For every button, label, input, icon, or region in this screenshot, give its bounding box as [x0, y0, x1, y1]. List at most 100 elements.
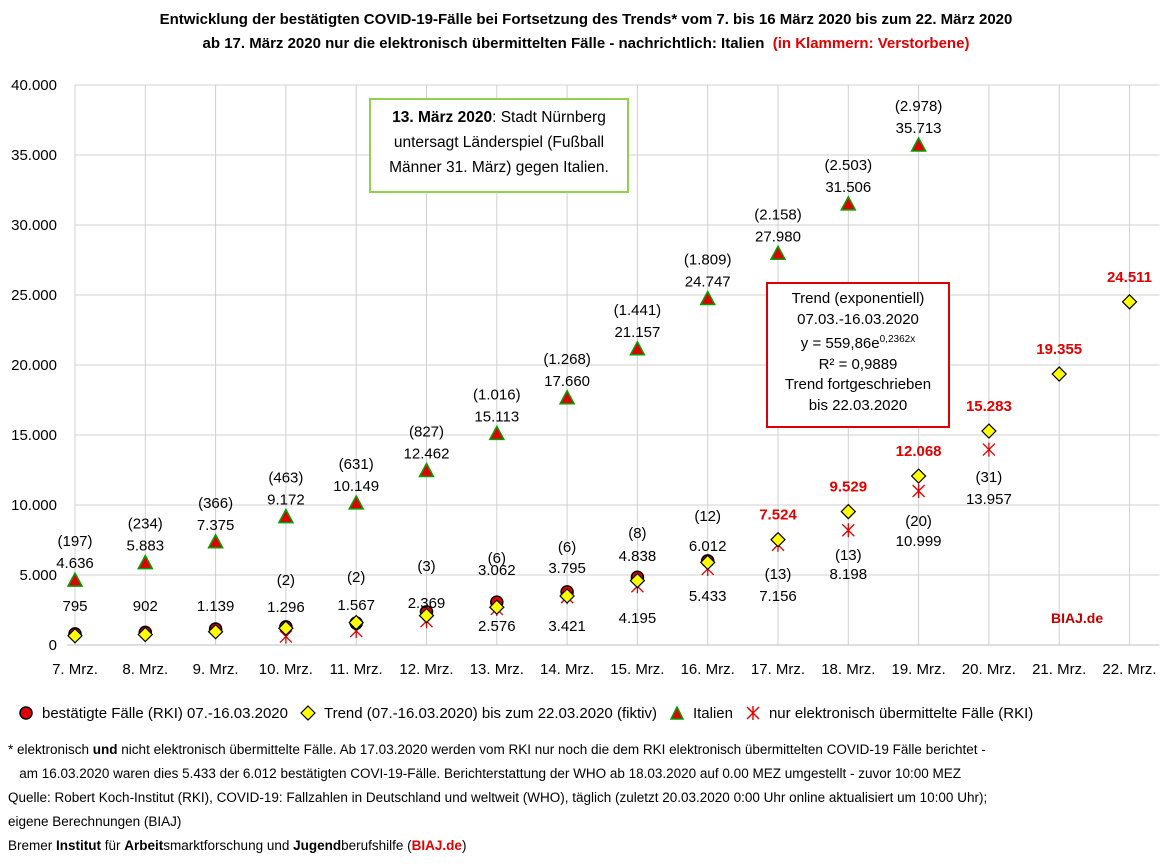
electronic-value-label: 5.433 — [689, 588, 727, 605]
trend-point — [1121, 293, 1138, 310]
confirmed-deaths-label: (12) — [694, 508, 721, 525]
x-tick-label: 17. Mrz. — [751, 661, 805, 678]
trend-point — [981, 423, 997, 439]
trend-l1: Trend (exponentiell) — [791, 290, 925, 307]
biaj-watermark: BIAJ.de — [1051, 610, 1104, 626]
note-4: eigene Berechnungen (BIAJ) — [8, 814, 182, 829]
italy-point — [137, 554, 154, 570]
y-tick-label: 25.000 — [11, 287, 57, 304]
note-5i: ) — [461, 838, 467, 853]
x-tick-label: 19. Mrz. — [892, 661, 946, 678]
x-tick-label: 13. Mrz. — [470, 661, 524, 678]
electronic-value-label: 4.195 — [619, 610, 657, 627]
annotation-nuernberg-line3: Männer 31. März) gegen Italien. — [389, 159, 609, 176]
confirmed-deaths-label: (2) — [347, 569, 365, 586]
trend-point — [840, 503, 857, 520]
title-line2-text: ab 17. März 2020 nur die elektronisch üb… — [202, 35, 765, 52]
electronic-value-label: 7.156 — [759, 588, 797, 605]
italy-value-label: 35.713 — [896, 120, 942, 137]
note-5: Bremer Institut für Arbeitsmarktforschun… — [8, 834, 1168, 858]
y-tick-label: 20.000 — [11, 357, 57, 374]
electronic-deaths-label: (31) — [976, 469, 1003, 486]
trend-point — [699, 554, 716, 571]
trend-l3: y = 559,86e0,2362x — [768, 330, 948, 355]
x-tick-label: 12. Mrz. — [399, 661, 453, 678]
italy-value-label: 21.157 — [614, 324, 660, 341]
note-2: am 16.03.2020 waren dies 5.433 der 6.012… — [8, 766, 962, 781]
trend-point — [559, 588, 575, 604]
italy-deaths-label: (234) — [128, 516, 163, 533]
chart-data-labels: 4.636 (197) 5.883 (234) 7.375 (366) 9.172 (463)… — [56, 98, 1152, 635]
annotation-nuernberg: 13. März 2020: Stadt Nürnberg untersagt … — [369, 98, 629, 193]
trend-exponent: 0,2362x — [879, 334, 916, 345]
note-1: * elektronisch und nicht elektronisch üb… — [8, 738, 1168, 762]
confirmed-value-label: 1.139 — [197, 598, 235, 615]
trend-value-label: 15.283 — [966, 398, 1012, 415]
italy-value-label: 7.375 — [197, 517, 235, 534]
legend-label-electronic: nur elektronisch übermittelte Fälle (RKI… — [768, 704, 1034, 722]
y-tick-label: 15.000 — [11, 427, 57, 444]
legend-item-trend: Trend (07.-16.03.2020) bis zum 22.03.202… — [300, 705, 657, 722]
trend-point — [137, 626, 154, 643]
confirmed-value-label: 902 — [133, 598, 158, 615]
electronic-point — [982, 442, 996, 457]
annotation-nuernberg-line2: untersagt Länderspiel (Fußball — [393, 134, 605, 151]
italy-value-label: 9.172 — [267, 492, 305, 509]
italy-point — [558, 389, 576, 405]
x-tick-label: 22. Mrz. — [1102, 661, 1156, 678]
italy-value-label: 10.149 — [333, 478, 379, 495]
legend: bestätigte Fälle (RKI) 07.-16.03.2020 Tr… — [18, 702, 1168, 724]
italy-point — [418, 461, 435, 478]
x-tick-label: 15. Mrz. — [610, 661, 664, 678]
note-5f: Jugend — [293, 838, 342, 853]
annotation-nuernberg-text1: : Stadt Nürnberg — [492, 109, 606, 126]
italy-value-label: 15.113 — [474, 408, 519, 425]
trend-l2: 07.03.-16.03.2020 — [797, 310, 919, 328]
x-tick-label: 21. Mrz. — [1032, 661, 1086, 678]
y-tick-label: 5.000 — [19, 567, 57, 584]
confirmed-value-label: 6.012 — [689, 538, 727, 555]
title-line2-red: (in Klammern: Verstorbene) — [772, 35, 970, 52]
x-tick-label: 9. Mrz. — [193, 661, 239, 678]
legend-item-electronic: nur elektronisch übermittelte Fälle (RKI… — [745, 705, 1033, 722]
note-5d: Arbeit — [124, 838, 164, 853]
x-tick-label: 18. Mrz. — [821, 661, 875, 678]
y-tick-label: 0 — [49, 637, 57, 654]
electronic-deaths-label: (13) — [835, 547, 862, 564]
trend-point — [207, 623, 224, 640]
italy-point — [699, 289, 716, 306]
italy-value-label: 12.462 — [404, 446, 450, 463]
trend-value-label: 24.511 — [1107, 269, 1152, 286]
annotation-trend: Trend (exponentiell) 07.03.-16.03.2020 y… — [766, 282, 950, 428]
trend-point — [418, 607, 435, 624]
note-5e: smarktforschung und — [163, 838, 294, 853]
trend-point — [910, 468, 927, 484]
note-5h: BIAJ.de — [411, 838, 462, 853]
note-5g: berufshilfe ( — [341, 838, 412, 853]
confirmed-deaths-label: (2) — [277, 572, 295, 589]
footnotes: * elektronisch und nicht elektronisch üb… — [8, 738, 1168, 858]
italy-deaths-label: (463) — [268, 470, 303, 487]
x-tick-label: 8. Mrz. — [122, 661, 168, 678]
legend-item-italy: Italien — [669, 705, 733, 722]
electronic-point — [912, 484, 926, 499]
italy-point — [347, 494, 365, 510]
italy-deaths-label: (1.268) — [543, 351, 591, 368]
italy-point — [840, 195, 857, 211]
note-1b: und — [92, 742, 118, 757]
confirmed-value-label: 795 — [62, 598, 87, 615]
italy-value-label: 4.636 — [56, 555, 94, 572]
italy-deaths-label: (197) — [57, 533, 92, 550]
italy-point — [769, 244, 787, 261]
italy-point — [488, 424, 506, 441]
red-circle-icon — [19, 706, 33, 720]
italy-value-label: 17.660 — [544, 373, 590, 390]
italy-deaths-label: (631) — [339, 456, 374, 473]
confirmed-value-label: 1.567 — [337, 597, 375, 614]
trend-point — [488, 599, 505, 616]
trend-point — [770, 531, 786, 548]
italy-deaths-label: (2.978) — [895, 98, 943, 115]
note-3: Quelle: Robert Koch-Institut (RKI), COVI… — [8, 790, 988, 805]
x-tick-label: 11. Mrz. — [330, 661, 383, 678]
legend-label-italy: Italien — [692, 704, 733, 722]
